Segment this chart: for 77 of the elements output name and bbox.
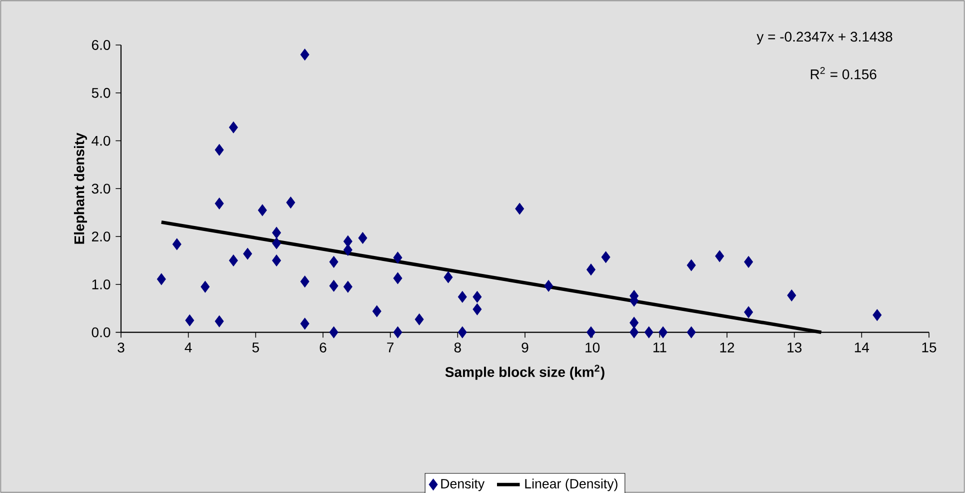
point	[686, 326, 696, 338]
x-tick-label: 9	[522, 342, 528, 352]
point	[715, 250, 724, 262]
point	[300, 48, 310, 60]
point	[258, 204, 267, 216]
point	[358, 232, 368, 244]
x-tick-label: 6	[320, 342, 326, 352]
text: y = -0.2347x + 3.1438	[756, 32, 892, 44]
point	[686, 259, 696, 272]
point	[243, 248, 252, 260]
point	[444, 271, 453, 284]
point	[272, 226, 282, 239]
point	[630, 326, 639, 338]
point	[214, 315, 224, 328]
y-tick-label: 4.0	[92, 136, 110, 146]
point	[744, 256, 754, 268]
point	[644, 326, 654, 338]
y-tick-label: 5.0	[92, 88, 110, 98]
x-tick-label: 13	[788, 342, 802, 352]
point	[393, 326, 402, 338]
x-tick-label: 11	[653, 342, 666, 352]
point	[414, 314, 424, 326]
point	[343, 235, 352, 248]
x-tick-label: 15	[922, 342, 936, 352]
point	[658, 326, 668, 338]
point	[329, 326, 338, 338]
legend-label: Density	[441, 478, 485, 492]
point	[472, 290, 482, 303]
point	[472, 303, 482, 316]
point	[544, 280, 554, 292]
legend-label: Linear (Density)	[525, 478, 618, 492]
x-tick-label: 7	[387, 342, 394, 352]
x-tick-label: 4	[184, 342, 192, 352]
point	[156, 273, 166, 286]
point	[214, 198, 224, 210]
point	[185, 314, 194, 326]
point	[329, 256, 338, 268]
x-tick-label: 3	[118, 342, 124, 352]
y-axis-title: Elephant density	[74, 132, 88, 244]
point	[393, 272, 402, 284]
point	[228, 254, 238, 266]
point	[272, 254, 282, 266]
point	[515, 202, 524, 215]
annotation: R$^{2}$ = 0.156	[810, 67, 876, 80]
x-tick-label: 8	[454, 342, 461, 352]
point	[372, 305, 382, 318]
point	[872, 309, 882, 321]
point	[272, 237, 282, 250]
point	[228, 121, 238, 134]
point	[601, 251, 610, 263]
point	[586, 264, 596, 276]
x-axis-title: Sample block size (km$^{2}$)	[445, 364, 604, 380]
point	[300, 318, 310, 330]
y-tick-label: 3.0	[92, 184, 110, 194]
point	[586, 326, 596, 338]
x-tick-label: 12	[720, 342, 734, 352]
point	[300, 276, 310, 288]
point	[458, 290, 467, 303]
point	[286, 196, 296, 208]
x-tick-label: 10	[586, 342, 600, 352]
point	[200, 280, 210, 293]
y-tick-label: 0.0	[92, 327, 110, 338]
point	[172, 238, 182, 250]
y-tick-label: 2.0	[92, 232, 110, 242]
point	[343, 280, 352, 293]
x-tick-label: 14	[854, 342, 870, 352]
y-tick-label: 1.0	[92, 279, 110, 290]
point	[630, 316, 639, 329]
point	[214, 144, 224, 156]
point	[393, 252, 402, 264]
point	[458, 326, 467, 338]
y-tick-label: 6.0	[92, 40, 110, 50]
point	[787, 290, 796, 302]
point	[744, 306, 754, 318]
point	[329, 280, 338, 292]
point	[343, 244, 352, 256]
x-tick-label: 5	[252, 342, 259, 352]
